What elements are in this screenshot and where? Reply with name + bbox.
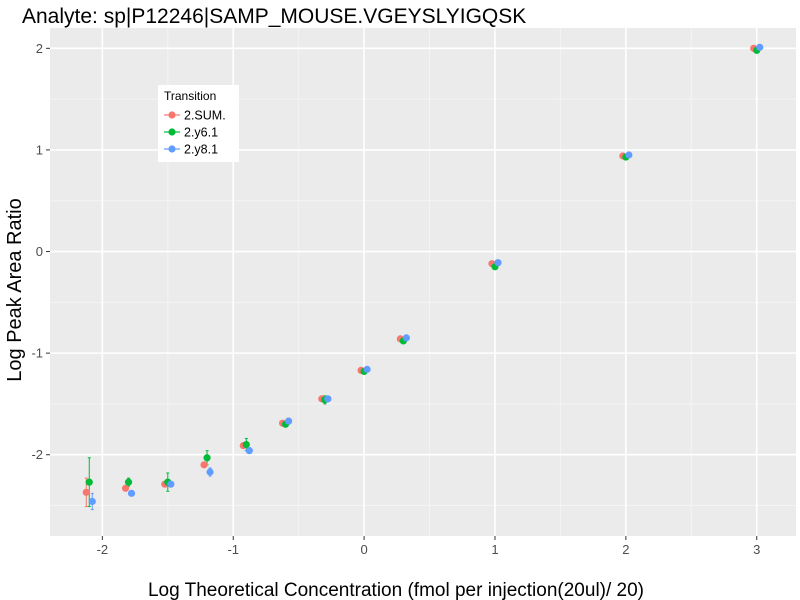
data-point [284,417,293,425]
x-tick-label: 2 [622,542,629,557]
legend-key-point [168,111,176,119]
data-points [82,43,764,506]
legend-key-point [168,145,176,153]
x-tick-label: -2 [97,542,109,557]
data-point [121,484,130,492]
data-point [363,365,371,373]
y-tick-label: 0 [36,244,43,259]
y-tick-label: -2 [31,447,43,462]
data-point [756,43,764,51]
legend-item: 2.y6.1 [164,126,218,140]
y-axis-label: Log Peak Area Ratio [4,198,26,381]
data-point [88,497,96,506]
data-point [402,334,410,342]
legend-item: 2.SUM. [164,109,226,123]
x-tick-label: -1 [227,542,239,557]
legend-title: Transition [164,89,216,103]
legend-label: 2.SUM. [184,109,226,123]
data-point [242,440,250,449]
y-tick-label: 2 [36,41,43,56]
data-point [245,447,253,455]
data-point [200,461,208,469]
data-point [124,478,133,486]
y-axis: -2 -1 0 1 2 [31,41,50,462]
legend-key-point [168,128,176,136]
x-tick-label: 3 [753,542,760,557]
legend-item: 2.y8.1 [164,143,218,157]
data-point [206,468,214,476]
grid-major [50,28,796,536]
data-point [82,488,90,496]
data-point [324,395,332,403]
data-point [625,151,633,159]
x-tick-label: 0 [360,542,367,557]
data-point [127,489,136,497]
legend-label: 2.y6.1 [184,126,218,140]
data-point [167,480,175,488]
data-point [85,478,93,486]
data-point [203,454,211,462]
data-point [494,259,502,267]
y-tick-label: -1 [31,346,43,361]
x-axis: -2 -1 0 1 2 3 [97,536,760,557]
x-tick-label: 1 [491,542,498,557]
legend-label: 2.y8.1 [184,143,218,157]
x-axis-label: Log Theoretical Concentration (fmol per … [148,580,644,600]
legend-entries: 2.SUM. 2.y6.1 2.y8.1 [164,109,226,157]
y-tick-label: 1 [36,142,43,157]
chart-title: Analyte: sp|P12246|SAMP_MOUSE.VGEYSLYIGQ… [22,5,526,28]
legend: Transition 2.SUM. 2.y6.1 2.y8.1 [158,85,239,162]
